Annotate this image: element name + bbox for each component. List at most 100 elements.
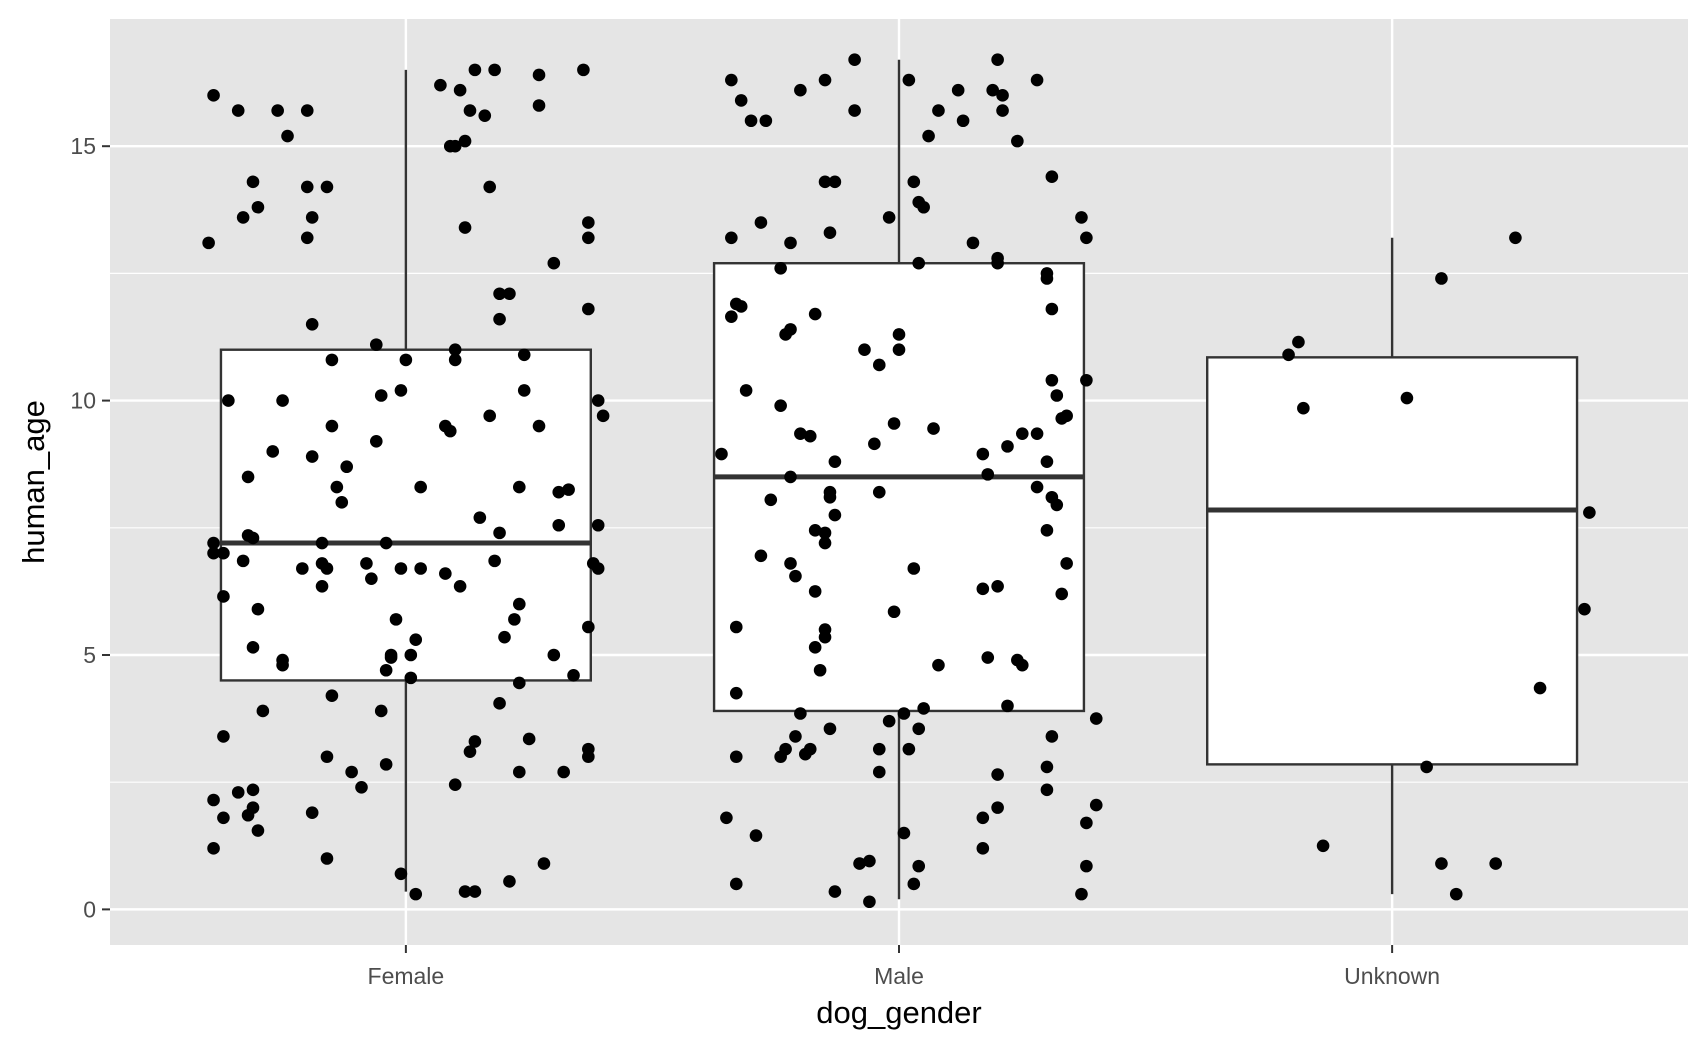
data-point <box>1089 798 1103 812</box>
data-point <box>434 78 447 92</box>
data-point <box>1080 231 1093 245</box>
data-point <box>241 808 255 822</box>
data-point <box>577 63 590 77</box>
data-point <box>1292 335 1305 349</box>
data-point <box>956 114 970 128</box>
boxplots <box>219 59 1579 900</box>
data-point <box>1040 455 1054 468</box>
data-point <box>305 317 319 331</box>
data-point <box>858 343 871 357</box>
data-point <box>1316 839 1330 853</box>
data-point <box>927 422 940 435</box>
data-point <box>1030 480 1044 494</box>
data-point <box>582 231 595 245</box>
data-point <box>562 483 575 496</box>
data-point <box>720 811 733 825</box>
data-point <box>335 496 349 509</box>
data-point <box>512 676 526 690</box>
data-point <box>532 99 546 112</box>
data-point <box>281 129 294 143</box>
data-point <box>478 109 492 122</box>
data-point <box>912 859 926 873</box>
data-point <box>1040 783 1054 797</box>
data-point <box>996 89 1009 102</box>
data-point <box>774 399 787 412</box>
y-axis: 0 5 10 15 <box>70 133 110 922</box>
data-point <box>863 854 876 868</box>
data-point <box>986 83 999 97</box>
data-point <box>808 585 822 598</box>
data-point <box>493 526 506 540</box>
data-point <box>217 590 230 603</box>
data-point <box>320 180 334 194</box>
data-point <box>276 394 289 407</box>
data-point <box>315 580 329 593</box>
data-point <box>1040 524 1054 537</box>
data-point <box>443 424 457 438</box>
data-point <box>448 139 462 153</box>
data-point <box>463 745 477 758</box>
data-point <box>409 633 423 647</box>
data-point <box>1297 401 1310 415</box>
data-point <box>369 338 383 351</box>
data-point <box>591 562 605 575</box>
data-point <box>448 343 462 357</box>
data-point <box>241 470 255 484</box>
data-point <box>912 256 926 270</box>
x-tick-label: Female <box>368 963 445 989</box>
x-axis: Female Male Unknown <box>368 945 1440 989</box>
data-point <box>784 557 797 570</box>
x-axis-title: dog_gender <box>816 995 982 1030</box>
data-point <box>320 852 334 865</box>
data-point <box>582 216 595 229</box>
data-point <box>591 394 605 407</box>
data-point <box>1400 391 1414 405</box>
data-point <box>794 707 807 720</box>
data-point <box>522 732 536 746</box>
data-point <box>582 620 595 634</box>
data-point <box>868 437 881 451</box>
data-point <box>1075 211 1088 224</box>
data-point <box>532 68 546 82</box>
y-axis-title: human_age <box>16 400 51 564</box>
data-point <box>828 885 842 898</box>
data-point <box>1001 699 1014 713</box>
data-point <box>897 707 911 720</box>
data-point <box>271 104 284 117</box>
data-point <box>325 689 339 702</box>
data-point <box>789 569 802 583</box>
data-point <box>582 302 595 316</box>
data-point <box>305 211 319 224</box>
data-point <box>512 597 526 611</box>
data-point <box>996 104 1009 117</box>
data-point <box>823 490 837 504</box>
data-point <box>1045 373 1059 387</box>
data-point <box>729 877 743 891</box>
data-point <box>276 658 289 672</box>
data-point <box>823 722 837 736</box>
data-point <box>897 826 911 840</box>
data-point <box>808 641 822 654</box>
data-point <box>547 256 561 270</box>
data-point <box>547 648 561 662</box>
data-point <box>217 730 230 743</box>
data-point <box>305 806 319 820</box>
data-point <box>222 394 235 407</box>
data-point <box>754 549 768 563</box>
data-point <box>1040 272 1054 285</box>
data-point <box>448 778 462 792</box>
data-point <box>1578 602 1591 616</box>
data-point <box>739 384 753 397</box>
data-point <box>976 842 990 855</box>
data-point <box>231 786 245 799</box>
data-point <box>394 562 408 575</box>
data-point <box>725 73 738 87</box>
data-point <box>853 857 866 870</box>
data-point <box>488 554 501 568</box>
data-point <box>1050 498 1064 512</box>
data-point <box>414 562 427 575</box>
data-point <box>389 613 403 626</box>
data-point <box>808 524 822 537</box>
data-point <box>537 857 551 870</box>
